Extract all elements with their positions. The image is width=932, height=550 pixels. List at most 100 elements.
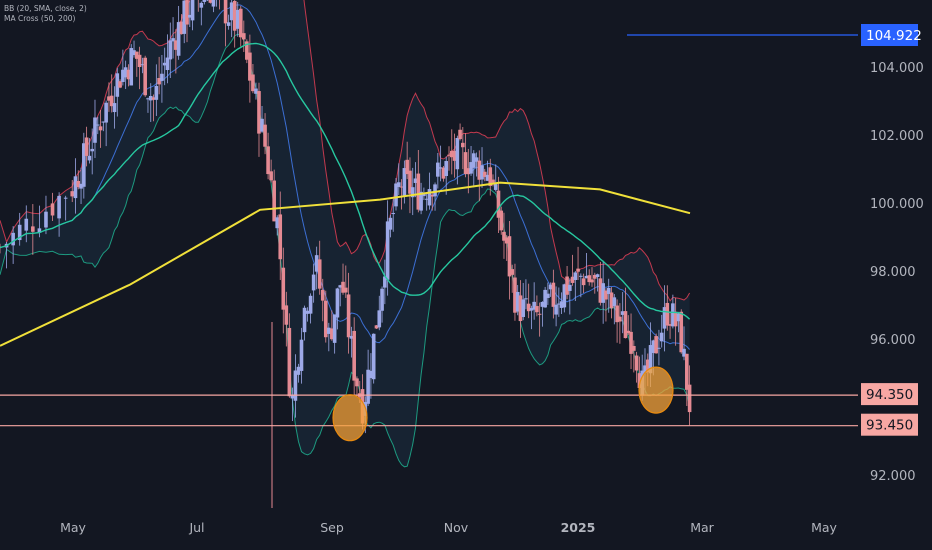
candle-body	[441, 167, 446, 179]
candle-body	[290, 394, 295, 399]
current-price-tag-bg	[861, 24, 918, 46]
candle-body	[570, 276, 575, 283]
candle-body	[162, 62, 167, 66]
candle-body	[349, 335, 354, 339]
candle-body	[581, 278, 586, 286]
candle-body	[123, 67, 128, 78]
candle-body	[576, 268, 580, 272]
candle-body	[394, 183, 398, 207]
candle-body	[377, 310, 382, 328]
x-tick-label: May	[60, 520, 86, 535]
candle-body	[416, 173, 421, 210]
candle-body	[257, 91, 261, 134]
candle-body	[308, 295, 313, 314]
highlight-circles	[332, 366, 674, 442]
candle-body	[317, 259, 322, 289]
candle-body	[185, 0, 189, 25]
candle-body	[87, 155, 92, 161]
candle-body	[137, 54, 142, 67]
candle-body	[524, 298, 528, 300]
candle-body	[557, 303, 561, 305]
candle-body	[388, 217, 393, 230]
candle-body	[493, 184, 498, 190]
candle-body	[430, 194, 435, 197]
candle-body	[584, 275, 589, 279]
candle-body	[371, 333, 376, 380]
candle-body	[199, 2, 204, 8]
candle-body	[380, 288, 384, 311]
bb-legend[interactable]: BB (20, SMA, close, 2)	[4, 4, 87, 13]
candle-body	[521, 299, 525, 317]
candle-body	[526, 303, 531, 312]
candle-body	[477, 160, 482, 180]
candle-body	[433, 184, 437, 197]
candle-body	[293, 370, 298, 401]
candle-body	[314, 255, 319, 272]
candle-body	[70, 191, 75, 197]
highlight-circle	[638, 366, 674, 414]
candle-body	[532, 301, 536, 310]
candle-body	[413, 178, 418, 183]
candle-body	[251, 74, 255, 92]
candle-body	[79, 183, 83, 189]
candle-body	[626, 330, 631, 334]
moving-averages	[0, 42, 691, 347]
candle-body	[551, 282, 556, 307]
candle-body	[366, 369, 370, 404]
candle-body	[50, 203, 55, 216]
candle-body	[458, 129, 462, 140]
support-price-tag: 93.450	[866, 418, 913, 434]
candle-body	[419, 191, 423, 211]
candle-body	[383, 276, 387, 288]
price-axis[interactable]: 104.000 102.000 100.000 98.000 96.000 92.000	[870, 61, 924, 484]
candle-body	[461, 142, 465, 148]
candle-body	[463, 152, 468, 175]
candle-body	[648, 345, 653, 374]
candle-body	[148, 95, 153, 101]
time-axis[interactable]: May Jul Sep Nov 2025 Mar May	[60, 520, 837, 535]
candle-body	[601, 283, 605, 303]
candle-body	[668, 324, 672, 326]
candle-body	[496, 190, 501, 218]
candle-body	[609, 292, 614, 309]
candle-body	[507, 236, 512, 277]
candle-body	[629, 331, 633, 354]
candle-body	[179, 21, 184, 35]
candle-body	[466, 168, 471, 175]
candle-body	[513, 277, 517, 313]
candle-body	[568, 284, 572, 291]
ma50-line	[0, 42, 691, 320]
candle-body	[643, 365, 647, 373]
candle-body	[385, 221, 390, 280]
candle-body	[278, 214, 283, 260]
candle-body	[491, 179, 495, 183]
candle-body	[174, 40, 178, 50]
candle-body	[140, 64, 145, 66]
candle-body	[399, 186, 404, 188]
candle-body	[452, 150, 457, 161]
x-tick-label: May	[811, 520, 837, 535]
ma200-line	[0, 181, 691, 347]
candle-body	[98, 126, 103, 131]
candle-body	[587, 275, 592, 283]
candle-body	[211, 0, 216, 7]
candle-body	[595, 274, 600, 277]
support-price-tag-bg	[861, 413, 918, 436]
candle-body	[657, 347, 661, 349]
candle-body	[112, 103, 117, 113]
candle-body	[330, 328, 334, 340]
candle-body	[182, 0, 187, 34]
candle-body	[335, 288, 340, 318]
candle-body	[606, 287, 611, 295]
candle-body	[449, 150, 454, 158]
ma-cross-legend[interactable]: MA Cross (50, 200)	[4, 14, 76, 23]
candle-body	[474, 157, 479, 162]
candle-body	[238, 8, 243, 38]
candle-body	[176, 22, 181, 56]
candle-body	[546, 293, 550, 298]
candle-body	[535, 306, 539, 313]
candle-body	[165, 57, 170, 71]
candle-body	[676, 313, 681, 322]
candle-body	[515, 291, 520, 312]
